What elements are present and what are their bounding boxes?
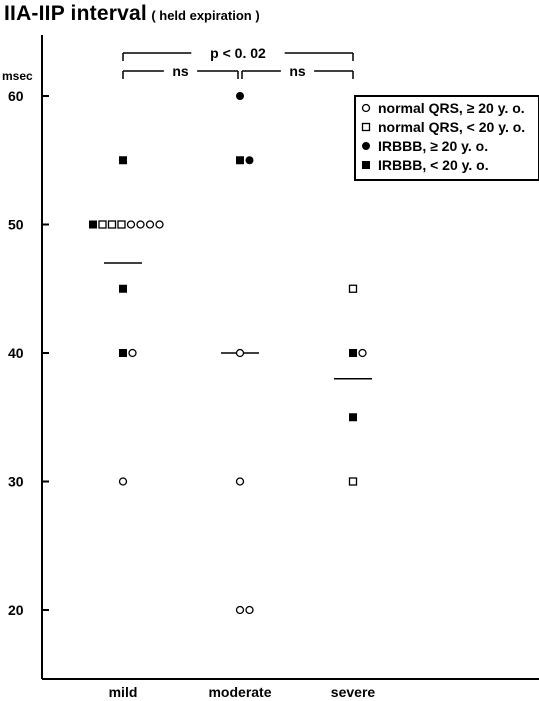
data-point-filled-square: [89, 220, 97, 229]
data-point-filled-circle: [236, 92, 244, 100]
data-point-filled-square: [119, 156, 127, 165]
significance-bracket: ns: [122, 63, 239, 79]
data-point-open-circle: [358, 348, 367, 358]
chart-title-sub: ( held expiration ): [151, 8, 260, 23]
y-ticks: 20 30 40 50 60: [8, 88, 49, 618]
data-point-open-circle: [245, 605, 254, 615]
chart-title: IIA-IIP interval ( held expiration ): [4, 2, 260, 26]
data-point-open-circle: [118, 477, 128, 486]
legend-label: normal QRS, < 20 y. o.: [378, 119, 525, 135]
significance-brackets: p < 0. 02 ns ns: [122, 45, 354, 79]
legend-box: [354, 95, 539, 181]
legend-label: normal QRS, ≥ 20 y. o.: [378, 100, 525, 116]
significance-label: p < 0. 02: [210, 45, 266, 61]
legend-item: IRBBB, ≥ 20 y. o.: [362, 138, 488, 154]
data-point-filled-square: [349, 349, 357, 357]
legend-item: normal QRS, ≥ 20 y. o.: [361, 100, 525, 116]
legend-item: IRBBB, < 20 y. o.: [362, 157, 489, 173]
axes-group: msec: [2, 35, 539, 680]
data-point-open-circle: [145, 220, 155, 229]
category-labels: mild moderate severe: [109, 684, 376, 700]
legend-marker-open-square: [361, 122, 371, 132]
significance-bracket: p < 0. 02: [122, 45, 354, 61]
mean-lines: [104, 262, 372, 380]
significance-label: ns: [172, 63, 189, 79]
chart-title-main: IIA-IIP interval: [4, 2, 147, 25]
y-tick-label: 30: [8, 474, 24, 490]
data-point-open-square: [348, 284, 358, 293]
data-point-open-circle: [136, 220, 145, 229]
legend-label: IRBBB, ≥ 20 y. o.: [378, 138, 488, 154]
legend-label: IRBBB, < 20 y. o.: [378, 157, 489, 173]
data-point-open-circle: [155, 220, 164, 229]
x-category-label: severe: [331, 684, 376, 700]
data-point-open-square: [117, 220, 126, 229]
legend-marker-filled-circle: [362, 142, 370, 150]
y-unit-label: msec: [2, 69, 33, 83]
legend-marker-filled-square: [362, 161, 370, 169]
data-point-filled-square: [236, 156, 244, 165]
legend-marker-open-circle: [361, 103, 371, 113]
data-point-open-circle: [235, 477, 245, 486]
data-point-filled-circle: [245, 156, 254, 165]
data-point-filled-square: [119, 284, 127, 293]
data-point-open-circle: [128, 348, 137, 358]
data-point-filled-square: [349, 413, 357, 422]
legend-item: normal QRS, < 20 y. o.: [361, 119, 525, 135]
y-tick-label: 40: [8, 345, 24, 361]
y-tick-label: 60: [8, 88, 24, 104]
data-point-open-square: [348, 477, 358, 486]
data-point-open-circle: [126, 220, 136, 229]
y-tick-label: 50: [8, 217, 24, 233]
significance-label: ns: [289, 63, 306, 79]
y-tick-label: 20: [8, 602, 24, 618]
data-point-open-circle: [235, 348, 245, 358]
legend: normal QRS, ≥ 20 y. o. normal QRS, < 20 y…: [354, 95, 539, 181]
x-category-label: mild: [109, 684, 138, 700]
data-points: [89, 92, 367, 615]
data-point-filled-square: [119, 349, 127, 357]
data-point-open-circle: [235, 605, 245, 615]
x-category-label: moderate: [208, 684, 271, 700]
data-point-open-square: [107, 220, 117, 229]
data-point-open-square: [98, 220, 107, 229]
significance-bracket: ns: [241, 63, 354, 79]
